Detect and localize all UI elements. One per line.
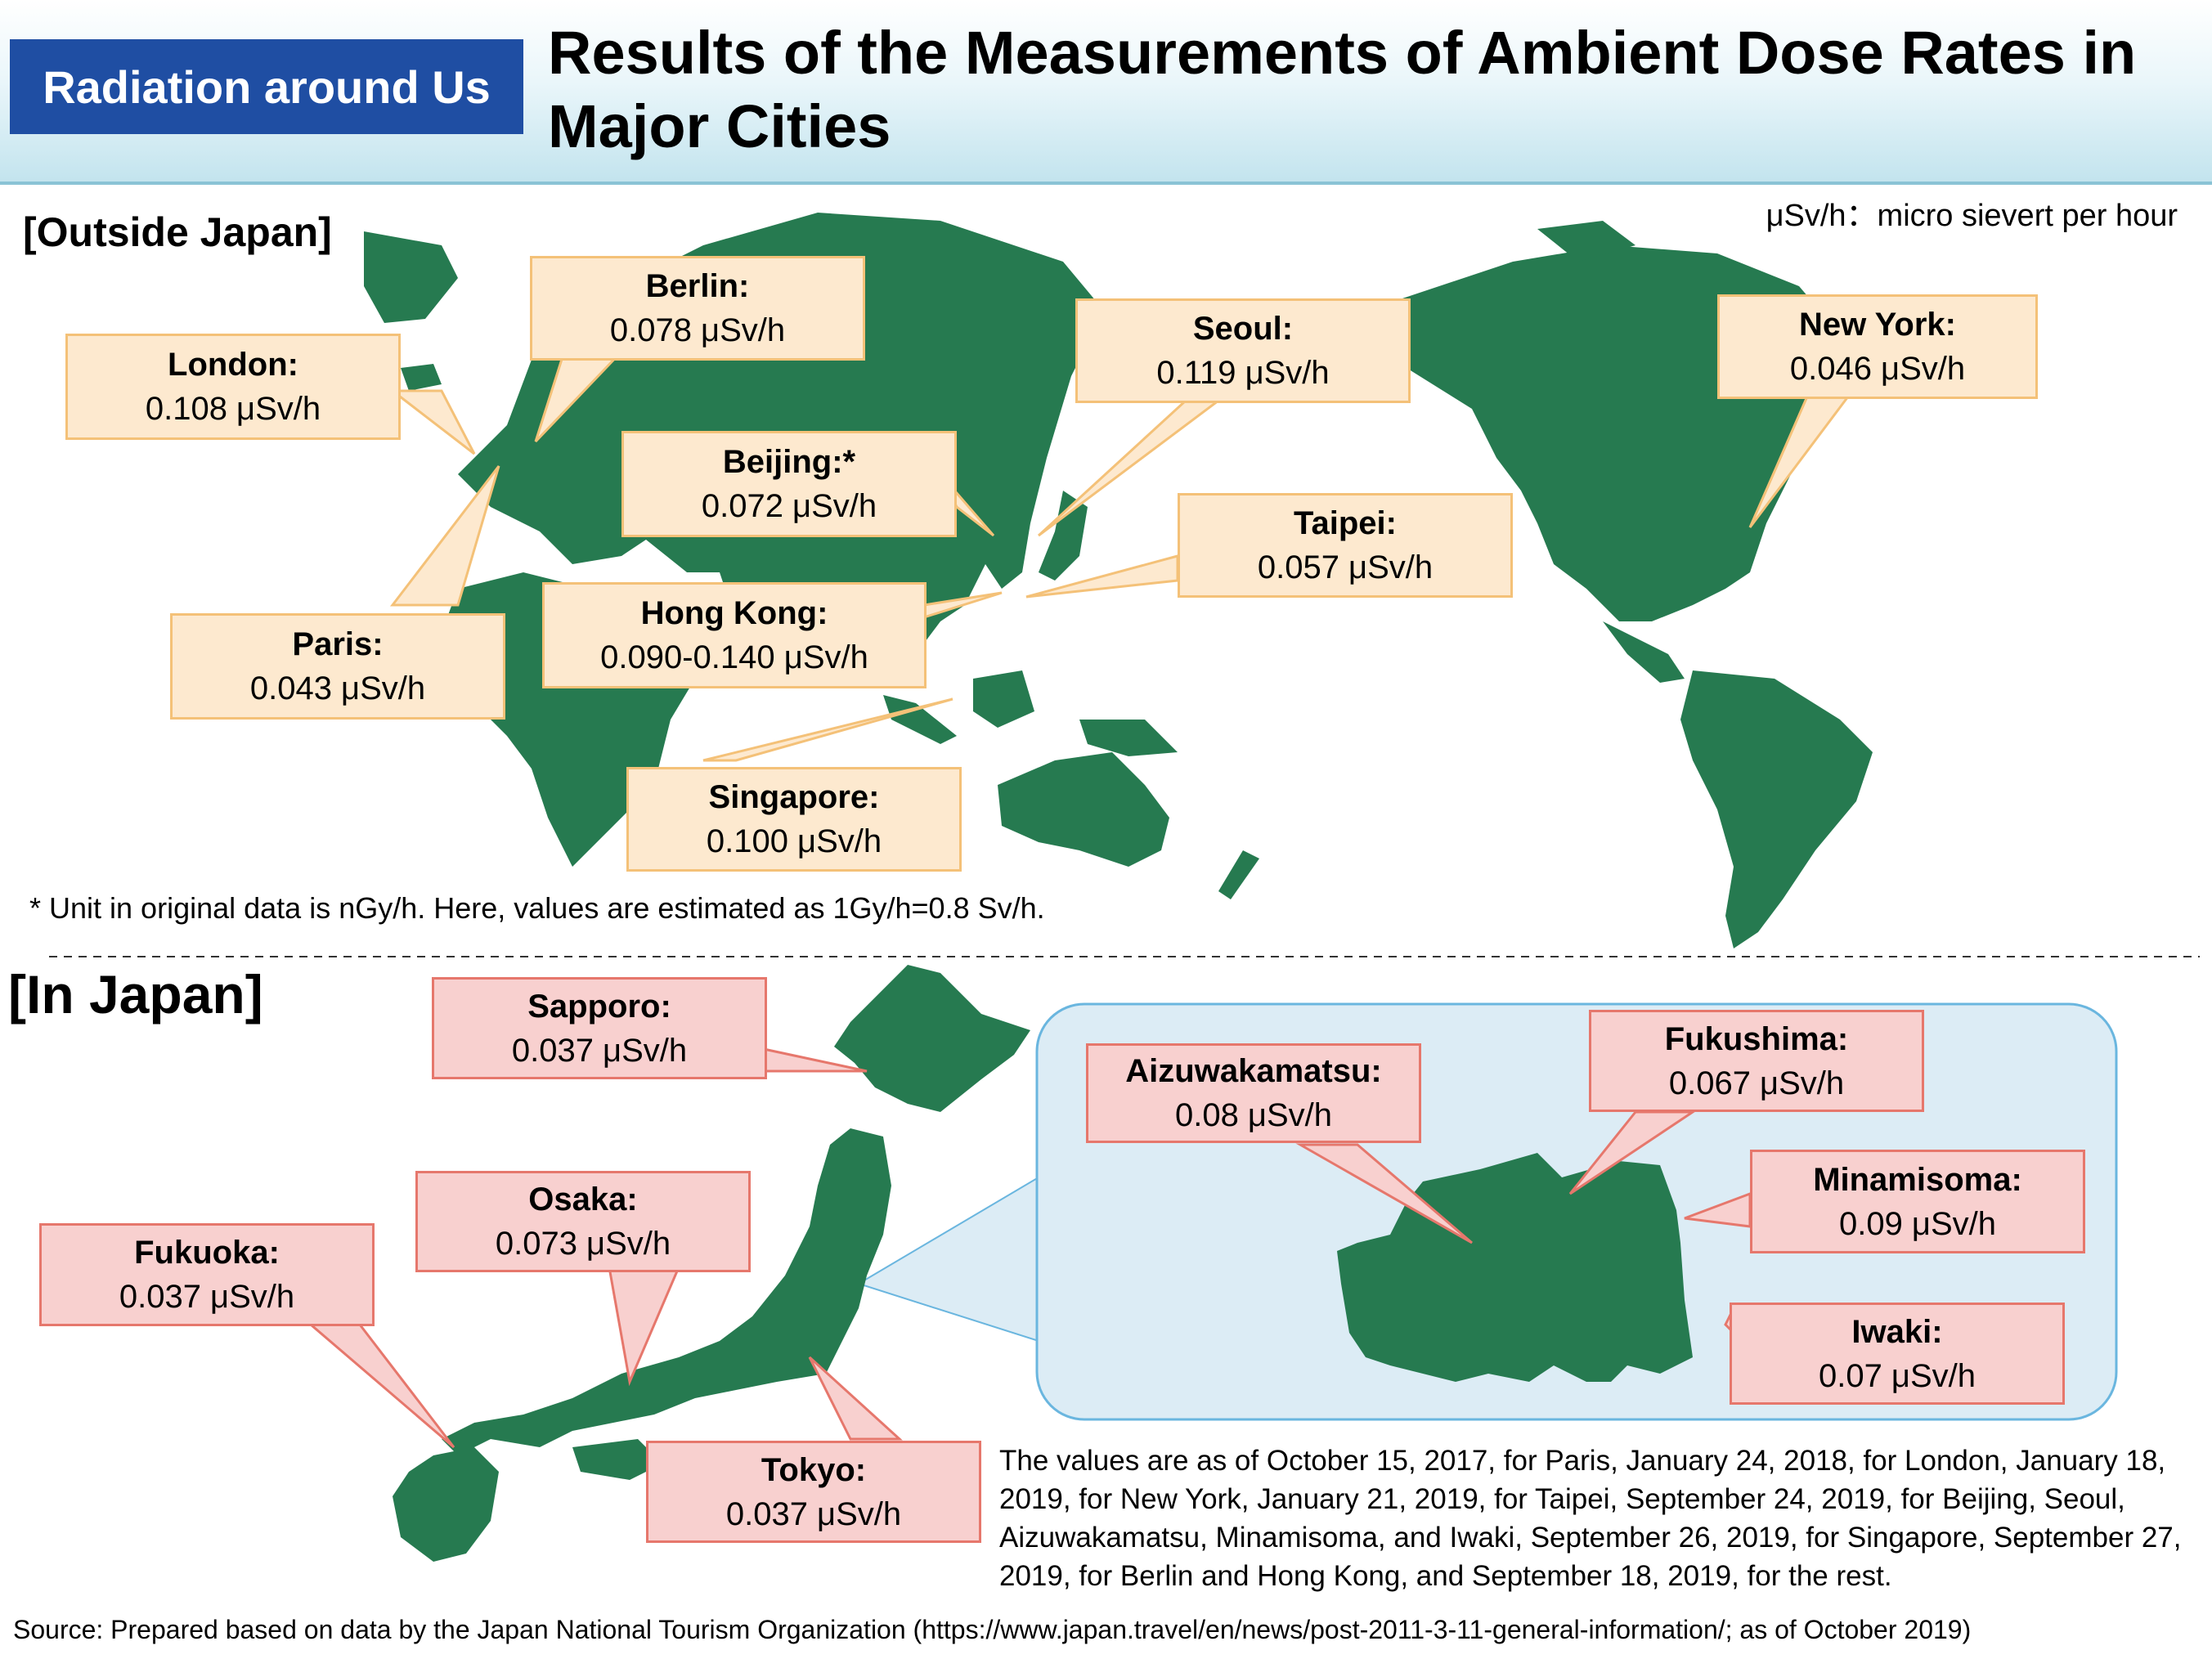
section-tag: Radiation around Us [10,39,523,134]
city-name: New York: [1799,307,1956,343]
callout-aizuwakamatsu: Aizuwakamatsu: 0.08 μSv/h [1086,1043,1421,1143]
dose-value: 0.100 μSv/h [706,823,882,859]
dose-value: 0.090-0.140 μSv/h [600,639,868,675]
callout-paris: Paris: 0.043 μSv/h [170,613,505,720]
hokkaido-shape [834,965,1030,1112]
callout-iwaki: Iwaki: 0.07 μSv/h [1730,1303,2065,1405]
callout-berlin: Berlin: 0.078 μSv/h [530,256,865,361]
city-name: Berlin: [645,268,750,304]
iceland-shape [401,364,442,391]
dose-value: 0.07 μSv/h [1818,1357,1976,1394]
callout-taipei: Taipei: 0.057 μSv/h [1178,493,1513,598]
callout-sapporo: Sapporo: 0.037 μSv/h [432,977,767,1079]
dose-value: 0.108 μSv/h [145,391,321,427]
north-america-shape [1276,245,1848,621]
dose-value: 0.067 μSv/h [1668,1065,1845,1101]
callout-london: London: 0.108 μSv/h [65,334,401,440]
london-leader [388,389,476,455]
aizuwakamatsu-leader [1295,1143,1473,1244]
dose-value: 0.09 μSv/h [1838,1205,1997,1242]
in-japan-heading: [In Japan] [8,964,263,1025]
source-note: Source: Prepared based on data by the Ja… [13,1615,1972,1644]
fukuoka-leader [307,1323,455,1449]
dose-value: 0.037 μSv/h [511,1032,688,1069]
callout-fukushima: Fukushima: 0.067 μSv/h [1589,1010,1924,1112]
callout-minamisoma: Minamisoma: 0.09 μSv/h [1750,1150,2085,1253]
callout-hong-kong: Hong Kong: 0.090-0.140 μSv/h [542,582,927,688]
footnote: * Unit in original data is nGy/h. Here, … [29,891,1045,925]
shikoku-shape [572,1439,662,1480]
tokyo-leader [808,1356,903,1441]
dose-value: 0.037 μSv/h [119,1279,295,1315]
new-guinea-shape [1079,720,1178,756]
australia-shape [998,752,1169,867]
kyushu-shape [393,1447,499,1562]
paris-leader [389,465,500,607]
greenland-shape [364,231,458,323]
dose-value: 0.078 μSv/h [609,312,786,348]
city-name: Hong Kong: [640,595,828,631]
world-leaders [388,350,1851,762]
new-zealand-shape [1218,850,1259,899]
central-america-shape [1603,621,1685,683]
measurement-dates-note: The values are as of October 15, 2017, f… [999,1445,2182,1592]
city-name: Taipei: [1294,505,1397,541]
callout-new-york: New York: 0.046 μSv/h [1717,294,2038,399]
dose-value: 0.043 μSv/h [249,670,426,706]
callout-tokyo: Tokyo: 0.037 μSv/h [646,1441,981,1543]
page-title: Results of the Measurements of Ambient D… [548,19,2137,160]
city-name: Seoul: [1192,311,1294,347]
fukushima-city-leader [1568,1110,1697,1195]
honshu-shape [442,1128,891,1455]
callout-fukuoka: Fukuoka: 0.037 μSv/h [39,1223,375,1326]
dose-value: 0.072 μSv/h [701,488,877,524]
city-name: Sapporo: [527,988,671,1025]
callout-beijing: Beijing:* 0.072 μSv/h [621,431,957,537]
callout-osaka: Osaka: 0.073 μSv/h [415,1171,751,1272]
borneo-shape [973,670,1034,728]
dose-value: 0.057 μSv/h [1257,549,1434,585]
unit-note: μSv/h：micro sievert per hour [1766,199,2178,233]
city-name: Tokyo: [761,1451,867,1488]
dose-value: 0.046 μSv/h [1789,351,1966,387]
arctic-islands-shape [1537,221,1635,262]
city-name: Beijing:* [722,444,856,480]
south-america-shape [1680,670,1873,948]
city-name: Osaka: [528,1181,638,1217]
city-name: Singapore: [708,779,880,815]
city-name: Minamisoma: [1813,1161,2022,1198]
city-name: London: [168,347,298,383]
city-name: Iwaki: [1851,1313,1943,1350]
city-name: Paris: [292,626,384,662]
dose-value: 0.073 μSv/h [495,1226,671,1262]
outside-japan-heading: [Outside Japan] [23,209,332,255]
callout-seoul: Seoul: 0.119 μSv/h [1075,298,1411,403]
singapore-leader [702,697,953,762]
japan-map [393,965,1030,1562]
dose-value: 0.08 μSv/h [1174,1097,1333,1133]
dose-value: 0.037 μSv/h [725,1495,902,1532]
city-name: Fukuoka: [134,1235,280,1271]
city-name: Fukushima: [1664,1020,1849,1057]
callout-singapore: Singapore: 0.100 μSv/h [626,767,962,872]
dose-value: 0.119 μSv/h [1156,355,1330,391]
japan-world-shape [1039,491,1088,581]
sumatra-shape [883,695,957,744]
city-name: Aizuwakamatsu: [1125,1053,1382,1089]
